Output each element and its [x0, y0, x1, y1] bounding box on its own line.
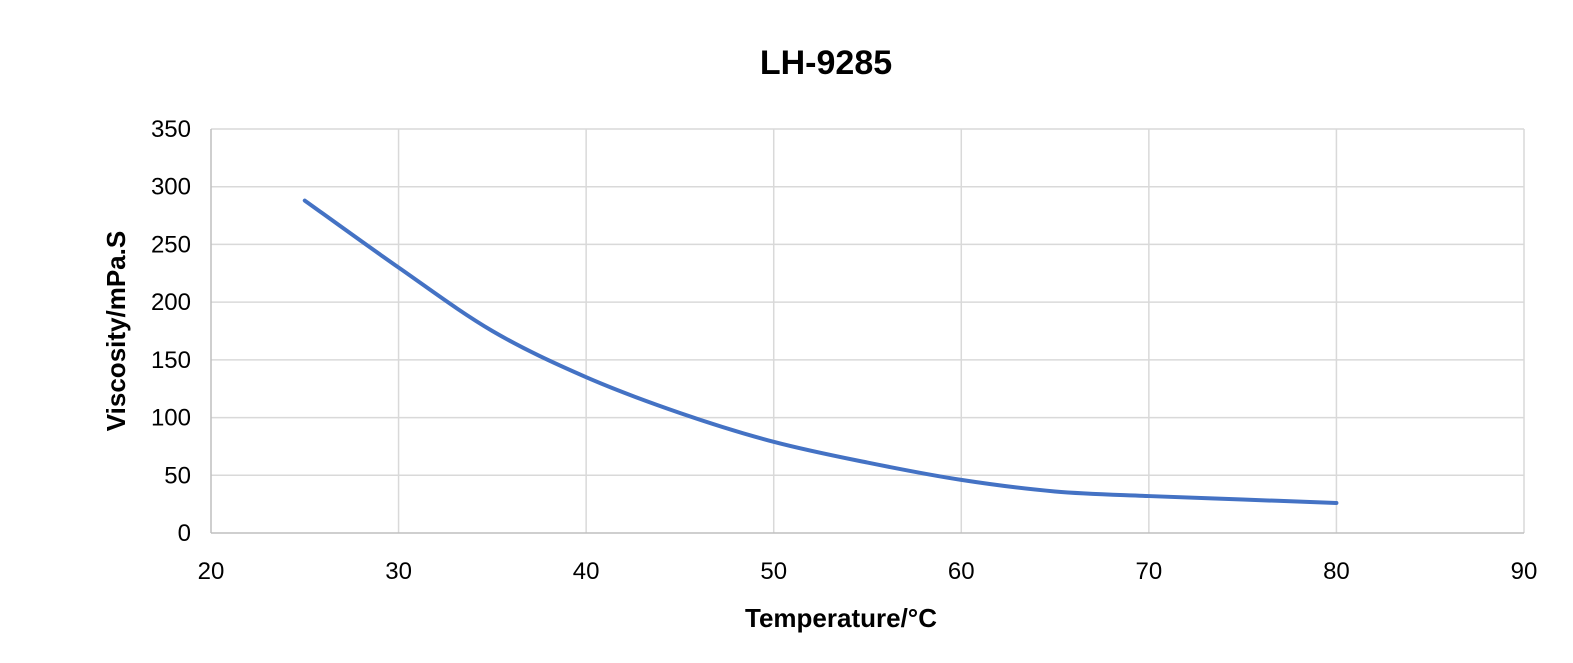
x-tick-label: 20	[198, 558, 225, 585]
y-tick-label: 200	[151, 289, 191, 316]
y-tick-label: 300	[151, 174, 191, 201]
chart-title: LH-9285	[760, 44, 892, 82]
y-tick-label: 350	[151, 116, 191, 143]
series-line	[302, 198, 1339, 505]
y-tick-label: 250	[151, 231, 191, 258]
x-tick-label: 50	[760, 558, 787, 585]
series-layer	[302, 198, 1339, 505]
y-tick-label: 50	[164, 462, 191, 489]
y-tick-label: 100	[151, 405, 191, 432]
y-tick-label: 0	[178, 520, 191, 547]
y-tick-label: 150	[151, 347, 191, 374]
x-axis-label: Temperature/°C	[745, 603, 937, 633]
x-tick-label: 60	[948, 558, 975, 585]
tick-labels: 0 50 100 150 200 250 300 350 20 30 40 50 60 70 80 90	[151, 116, 1537, 585]
x-tick-label: 40	[573, 558, 600, 585]
grid	[211, 128, 1525, 533]
axes	[210, 129, 1524, 534]
x-tick-label: 70	[1136, 558, 1163, 585]
y-axis-label: Viscosity/mPa.S	[101, 231, 131, 431]
x-tick-label: 30	[385, 558, 412, 585]
x-tick-label: 80	[1323, 558, 1350, 585]
x-tick-label: 90	[1511, 558, 1538, 585]
